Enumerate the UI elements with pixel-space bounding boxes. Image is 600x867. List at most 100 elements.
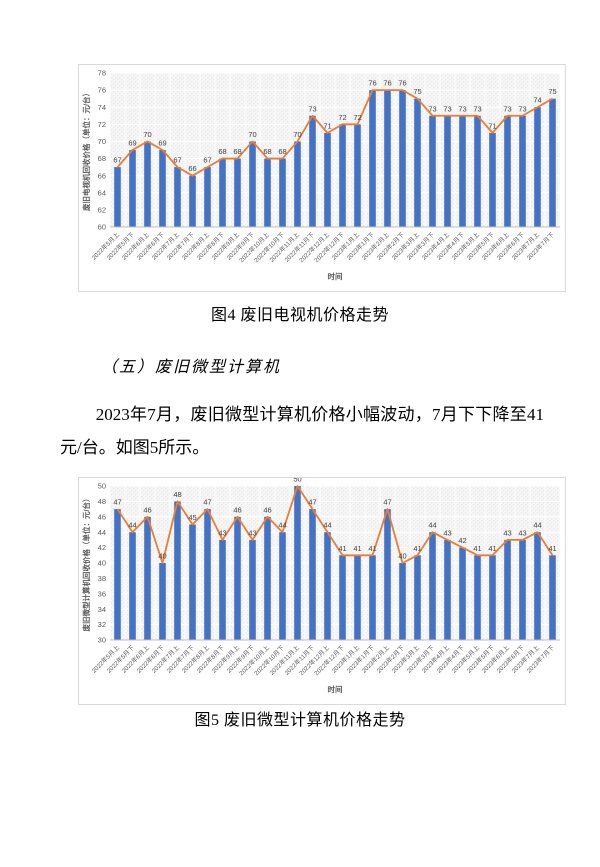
data-label: 43 xyxy=(443,528,451,537)
data-label: 44 xyxy=(278,521,286,530)
data-label: 73 xyxy=(443,104,451,113)
y-axis-title: 废旧电视机回收价格（单位：元/台） xyxy=(81,89,91,211)
chart-canvas: 30 32 34 36 38 40 42 44 46 48 50 47 44 46 40 48 45 47 43 46… xyxy=(81,478,561,694)
data-label: 71 xyxy=(488,121,496,130)
bar xyxy=(459,547,466,640)
y-tick-label: 70 xyxy=(98,137,106,146)
data-label: 43 xyxy=(503,528,511,537)
data-label: 73 xyxy=(428,104,436,113)
data-label: 41 xyxy=(488,544,496,553)
bar xyxy=(339,555,346,640)
y-tick-label: 44 xyxy=(98,528,106,537)
y-tick-label: 68 xyxy=(98,154,106,163)
y-tick-label: 66 xyxy=(98,171,106,180)
bar xyxy=(369,555,376,640)
bar xyxy=(504,539,511,640)
x-tick-labels: 2022年5月上2022年5月下2022年6月上2022年6月下2022年7月上… xyxy=(90,231,556,264)
bar xyxy=(189,175,196,227)
data-label: 67 xyxy=(113,156,121,165)
data-labels: 47 44 46 40 48 45 47 43 46 43 46 44 50 47 44 41 41 41 47 40… xyxy=(113,478,556,561)
bar xyxy=(294,141,301,227)
data-label: 47 xyxy=(203,498,211,507)
bar xyxy=(429,532,436,640)
bar xyxy=(414,98,421,227)
bar xyxy=(429,115,436,227)
bar xyxy=(279,158,286,227)
data-label: 72 xyxy=(338,113,346,122)
data-label: 73 xyxy=(518,104,526,113)
y-tick-label: 40 xyxy=(98,559,106,568)
bar xyxy=(294,486,301,640)
data-label: 46 xyxy=(263,505,271,514)
gridlines xyxy=(109,72,561,228)
data-label: 47 xyxy=(383,498,391,507)
line-series xyxy=(116,485,554,564)
data-label: 69 xyxy=(158,139,166,148)
y-tick-label: 76 xyxy=(98,86,106,95)
bar xyxy=(534,532,541,640)
figure5-caption: 图5 废旧微型计算机价格走势 xyxy=(194,712,406,729)
data-label: 75 xyxy=(548,87,556,96)
y-tick-label: 32 xyxy=(98,620,106,629)
data-label: 43 xyxy=(218,528,226,537)
bar xyxy=(144,516,151,640)
data-label: 44 xyxy=(128,521,136,530)
bar xyxy=(444,115,451,227)
chart-canvas: 60 62 64 66 68 70 72 74 76 78 67 69 70 69 67 66 67 68 68 70… xyxy=(81,69,561,281)
data-label: 48 xyxy=(173,490,181,499)
data-label: 40 xyxy=(398,552,406,561)
data-label: 66 xyxy=(188,164,196,173)
bar xyxy=(354,555,361,640)
data-label: 41 xyxy=(548,544,556,553)
bar xyxy=(549,555,556,640)
data-label: 76 xyxy=(383,79,391,88)
bar xyxy=(324,132,331,227)
y-tick-label: 34 xyxy=(98,605,106,614)
data-label: 43 xyxy=(518,528,526,537)
data-label: 71 xyxy=(323,121,331,130)
bar xyxy=(489,132,496,227)
data-label: 50 xyxy=(293,478,301,484)
data-label: 43 xyxy=(248,528,256,537)
data-label: 73 xyxy=(473,104,481,113)
bar xyxy=(159,563,166,640)
data-label: 40 xyxy=(158,552,166,561)
y-tick-label: 42 xyxy=(98,543,106,552)
y-tick-label: 62 xyxy=(98,205,106,214)
data-label: 68 xyxy=(278,147,286,156)
data-label: 67 xyxy=(173,156,181,165)
y-tick-label: 50 xyxy=(98,482,106,491)
data-label: 46 xyxy=(143,505,151,514)
data-label: 76 xyxy=(368,79,376,88)
bar xyxy=(159,150,166,227)
data-label: 41 xyxy=(338,544,346,553)
chart-computer-price-trend: 30 32 34 36 38 40 42 44 46 48 50 47 44 46 40 48 45 47 43 46… xyxy=(78,477,566,705)
bar xyxy=(474,115,481,227)
x-axis-title: 时间 xyxy=(328,271,343,281)
bar xyxy=(534,107,541,227)
bar xyxy=(444,539,451,640)
y-axis-title: 废旧微型计算机回收价格（单位：元/台） xyxy=(81,494,91,631)
data-label: 41 xyxy=(473,544,481,553)
bar xyxy=(399,90,406,227)
bar xyxy=(399,563,406,640)
data-label: 67 xyxy=(203,156,211,165)
bar xyxy=(129,532,136,640)
bar xyxy=(264,516,271,640)
data-label: 73 xyxy=(458,104,466,113)
section-heading-5: （五）废旧微型计算机 xyxy=(101,359,282,376)
body-paragraph: 2023年7月，废旧微型计算机价格小幅波动，7月下下降至41元/台。如图5所示。 xyxy=(60,405,544,457)
y-tick-label: 78 xyxy=(98,69,106,78)
bar xyxy=(174,501,181,640)
bar xyxy=(459,115,466,227)
bar xyxy=(384,509,391,640)
data-label: 72 xyxy=(353,113,361,122)
bar xyxy=(189,524,196,640)
figure4-caption: 图4 废旧电视机价格走势 xyxy=(210,307,389,324)
y-tick-label: 72 xyxy=(98,120,106,129)
bar-series xyxy=(114,486,556,640)
data-label: 41 xyxy=(413,544,421,553)
bar-series xyxy=(114,90,556,227)
data-label: 70 xyxy=(248,130,256,139)
data-label: 68 xyxy=(218,147,226,156)
